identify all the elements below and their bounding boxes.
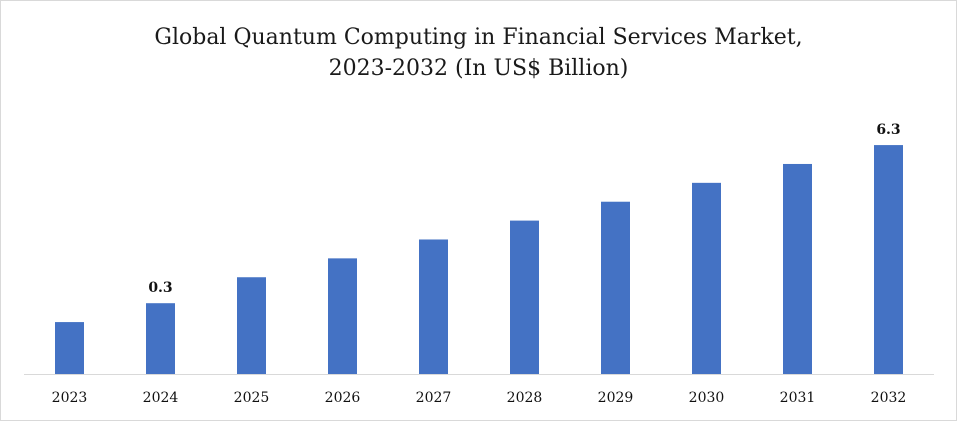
x-tick-label-2027: 2027 bbox=[416, 390, 452, 406]
data-label-2024: 0.3 bbox=[148, 280, 172, 296]
bar-series bbox=[55, 145, 903, 374]
x-tick-label-2029: 2029 bbox=[598, 390, 634, 406]
chart-title-line-1: Global Quantum Computing in Financial Se… bbox=[154, 25, 803, 50]
x-tick-label-2030: 2030 bbox=[689, 390, 725, 406]
x-axis-tick-labels: 2023 2024 2025 2026 2027 2028 2029 2030 2031 2032 bbox=[52, 390, 907, 406]
bar-2027 bbox=[419, 239, 448, 374]
data-label-2032: 6.3 bbox=[876, 122, 900, 138]
x-tick-label-2032: 2032 bbox=[871, 390, 907, 406]
bar-2028 bbox=[510, 220, 539, 374]
data-labels: 0.3 6.3 bbox=[148, 122, 900, 296]
x-tick-label-2025: 2025 bbox=[234, 390, 270, 406]
bar-2025 bbox=[237, 277, 266, 374]
bar-2032 bbox=[874, 145, 903, 374]
x-tick-label-2026: 2026 bbox=[325, 390, 361, 406]
bar-2026 bbox=[328, 258, 357, 374]
chart-title-line-2: 2023-2032 (In US$ Billion) bbox=[328, 56, 629, 81]
bar-2030 bbox=[692, 182, 721, 374]
x-tick-label-2031: 2031 bbox=[780, 390, 816, 406]
chart-title: Global Quantum Computing in Financial Se… bbox=[0, 22, 957, 84]
bar-2029 bbox=[601, 201, 630, 374]
bar-2023 bbox=[55, 322, 84, 374]
bar-2031 bbox=[783, 163, 812, 374]
x-tick-label-2024: 2024 bbox=[143, 390, 179, 406]
bar-2024 bbox=[146, 303, 175, 374]
x-tick-label-2023: 2023 bbox=[52, 390, 88, 406]
x-tick-label-2028: 2028 bbox=[507, 390, 543, 406]
